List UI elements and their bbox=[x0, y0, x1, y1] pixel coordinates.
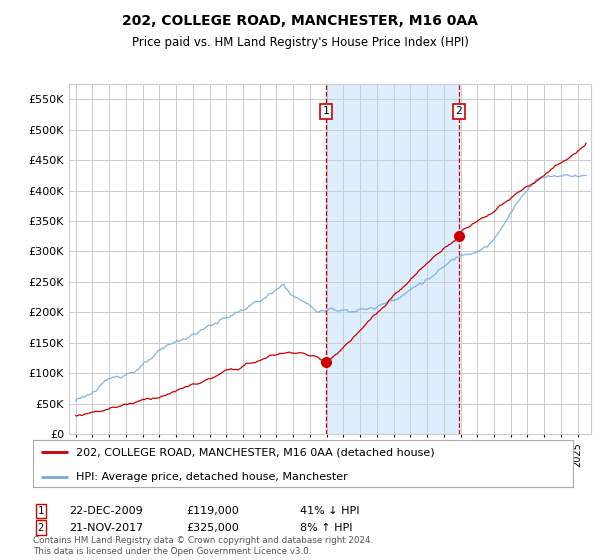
Text: £325,000: £325,000 bbox=[186, 522, 239, 533]
Text: 1: 1 bbox=[322, 106, 329, 116]
Text: HPI: Average price, detached house, Manchester: HPI: Average price, detached house, Manc… bbox=[76, 472, 348, 482]
Text: £119,000: £119,000 bbox=[186, 506, 239, 516]
Bar bbox=[326, 84, 459, 434]
Text: 2: 2 bbox=[38, 522, 44, 533]
Text: 21-NOV-2017: 21-NOV-2017 bbox=[69, 522, 143, 533]
Text: Price paid vs. HM Land Registry's House Price Index (HPI): Price paid vs. HM Land Registry's House … bbox=[131, 36, 469, 49]
Text: 8% ↑ HPI: 8% ↑ HPI bbox=[300, 522, 353, 533]
Text: 202, COLLEGE ROAD, MANCHESTER, M16 0AA: 202, COLLEGE ROAD, MANCHESTER, M16 0AA bbox=[122, 14, 478, 28]
Text: 202, COLLEGE ROAD, MANCHESTER, M16 0AA (detached house): 202, COLLEGE ROAD, MANCHESTER, M16 0AA (… bbox=[76, 447, 435, 458]
Text: Contains HM Land Registry data © Crown copyright and database right 2024.
This d: Contains HM Land Registry data © Crown c… bbox=[33, 536, 373, 556]
Text: 1: 1 bbox=[38, 506, 44, 516]
Text: 22-DEC-2009: 22-DEC-2009 bbox=[69, 506, 143, 516]
Text: 41% ↓ HPI: 41% ↓ HPI bbox=[300, 506, 359, 516]
Text: 2: 2 bbox=[455, 106, 462, 116]
